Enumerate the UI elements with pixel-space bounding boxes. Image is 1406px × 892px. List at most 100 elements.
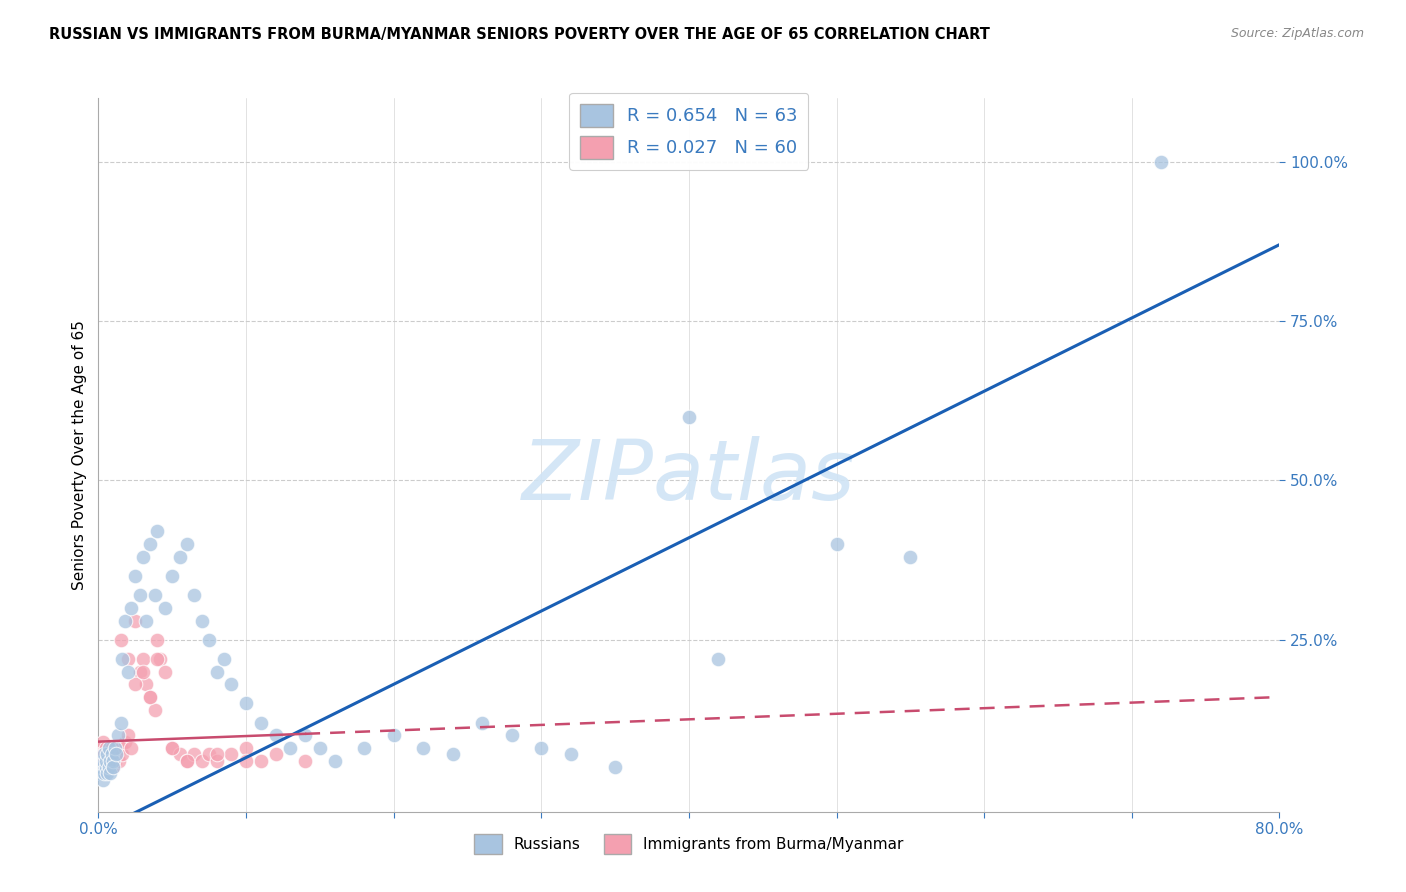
Point [97,754,120,768]
Point [105,747,128,762]
Point [100,747,122,762]
Point [100,741,122,756]
Point [114,614,136,628]
Point [117,652,139,666]
Point [441,747,464,762]
Point [353,741,375,756]
Point [280,741,302,756]
Point [91,754,114,768]
Point [235,697,257,711]
Point [103,747,125,762]
Point [162,741,183,756]
Point [128,588,150,602]
Point [139,690,162,704]
Point [323,754,346,768]
Point [105,741,128,756]
Point [132,665,155,679]
Point [143,588,166,602]
Point [135,614,157,628]
Point [146,524,169,539]
Point [132,652,155,666]
Point [98,754,121,768]
Point [93,754,115,768]
Point [191,754,214,768]
Point [139,690,162,704]
Point [183,747,205,762]
Point [120,741,142,756]
Point [98,766,121,780]
Point [90,754,112,768]
Legend: Russians, Immigrants from Burma/Myanmar: Russians, Immigrants from Burma/Myanmar [467,826,911,861]
Point [212,652,235,666]
Point [825,537,848,551]
Point [198,632,221,647]
Point [1150,154,1173,169]
Point [98,760,121,774]
Point [97,741,120,756]
Point [110,741,132,756]
Point [900,549,922,564]
Point [530,741,553,756]
Point [162,569,183,583]
Point [104,741,127,756]
Point [221,747,243,762]
Point [205,754,228,768]
Point [191,614,214,628]
Point [153,665,176,679]
Point [264,728,287,742]
Point [176,537,198,551]
Point [103,760,125,774]
Point [103,760,125,774]
Point [264,747,287,762]
Point [120,600,142,615]
Point [169,747,191,762]
Point [96,747,118,762]
Point [124,569,146,583]
Point [250,715,273,730]
Point [96,754,118,768]
Point [89,766,111,780]
Point [153,600,176,615]
Y-axis label: Seniors Poverty Over the Age of 65: Seniors Poverty Over the Age of 65 [72,320,87,590]
Point [678,409,700,424]
Point [135,677,157,691]
Point [501,728,523,742]
Point [94,760,117,774]
Point [111,747,134,762]
Point [382,728,405,742]
Point [94,754,117,768]
Point [110,632,132,647]
Text: Source: ZipAtlas.com: Source: ZipAtlas.com [1230,27,1364,40]
Point [89,760,111,774]
Point [94,741,117,756]
Point [605,760,627,774]
Point [471,715,494,730]
Point [221,677,243,691]
Point [146,632,169,647]
Point [132,549,155,564]
Point [90,760,112,774]
Point [93,760,115,774]
Text: ZIPatlas: ZIPatlas [522,436,856,516]
Point [169,549,191,564]
Point [294,754,316,768]
Point [93,766,115,780]
Point [117,665,139,679]
Point [96,760,118,774]
Point [93,747,115,762]
Point [100,754,122,768]
Point [91,747,114,762]
Point [114,734,136,748]
Point [96,766,118,780]
Point [205,665,228,679]
Point [198,747,221,762]
Point [107,728,129,742]
Point [309,741,332,756]
Point [412,741,434,756]
Point [162,741,183,756]
Point [183,588,205,602]
Point [97,747,120,762]
Point [139,537,162,551]
Point [235,741,257,756]
Point [124,677,146,691]
